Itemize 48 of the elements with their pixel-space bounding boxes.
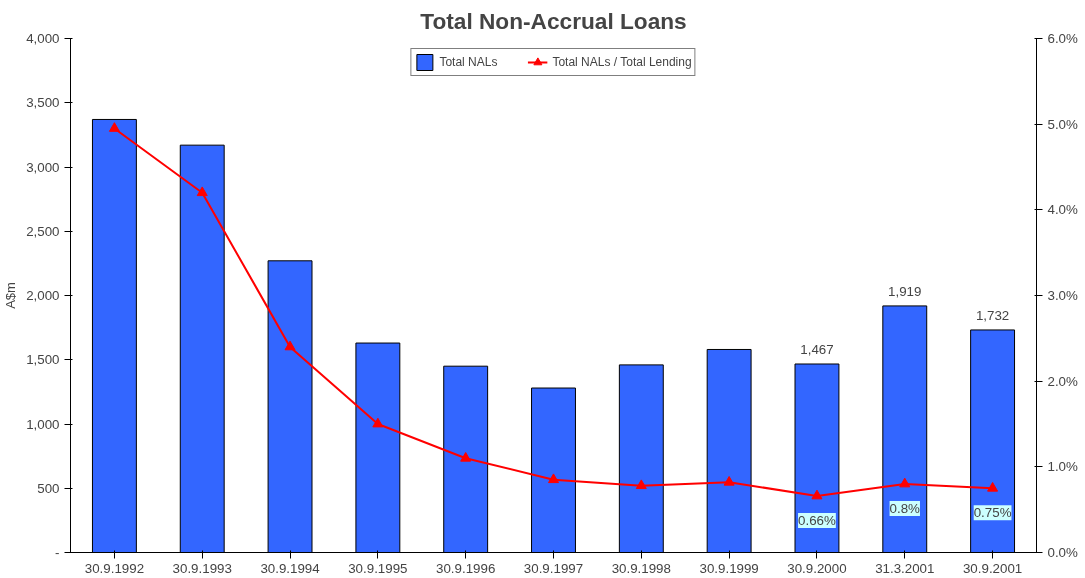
y2-tick-label: 4.0% (1047, 202, 1079, 218)
point (635, 479, 647, 490)
data-label: 1,732 (975, 307, 1010, 323)
y2-tick-label: 5.0% (1047, 116, 1079, 132)
y-tick-label: 1,500 (26, 352, 60, 368)
data-label: 0.75% (973, 505, 1012, 521)
x-tick-label: 30.9.1994 (260, 560, 321, 576)
point (899, 477, 911, 488)
x-tick-label: 30.9.2001 (962, 560, 1023, 576)
x-tick-label: 30.9.1992 (84, 560, 145, 576)
y2-tick-label: 2.0% (1047, 373, 1079, 389)
point (372, 417, 384, 428)
point (811, 489, 823, 500)
y-tick-label: 500 (37, 480, 60, 496)
y2-tick-label: 0.0% (1047, 545, 1079, 560)
x-tick-label: 30.9.1999 (699, 560, 759, 576)
point (196, 186, 208, 197)
chart-title: Total Non-Accrual Loans (420, 7, 687, 34)
data-label: 1,467 (800, 341, 834, 357)
x-tick-label: 30.9.1998 (611, 560, 671, 576)
data-label: 1,919 (888, 283, 922, 299)
y-tick-label: 3,500 (26, 95, 60, 111)
x-tick-label: 30.9.1995 (348, 560, 408, 576)
x-tick-label: 30.9.1997 (523, 560, 584, 576)
data-label: 0.8% (889, 500, 921, 516)
x-tick-label: 31.3.2001 (875, 560, 935, 576)
y-tick-label: - (55, 545, 60, 560)
point (108, 122, 120, 132)
x-tick-label: 30.9.2000 (787, 560, 847, 576)
y-axis-title: A$m (3, 282, 19, 309)
point (284, 340, 296, 351)
point (987, 481, 999, 492)
y-tick-label: 2,000 (26, 288, 60, 303)
legend-label: Total NALs (439, 55, 498, 69)
y2-tick-label: 1.0% (1047, 459, 1079, 475)
point (548, 473, 559, 484)
point (723, 475, 735, 486)
y-tick-label: 4,000 (26, 31, 60, 46)
x-tick-label: 30.9.1993 (172, 560, 232, 576)
y-tick-label: 2,500 (26, 223, 60, 239)
y2-tick-label: 6.0% (1047, 31, 1079, 46)
y2-tick-label: 3.0% (1047, 288, 1079, 303)
y-tick-label: 3,000 (26, 159, 60, 175)
y-tick-label: 1,000 (26, 416, 60, 432)
data-label: 0.66% (798, 512, 836, 528)
x-tick-label: 30.9.1996 (436, 560, 496, 576)
legend-label: Total NALs / Total Lending (552, 55, 692, 69)
point (460, 451, 472, 462)
